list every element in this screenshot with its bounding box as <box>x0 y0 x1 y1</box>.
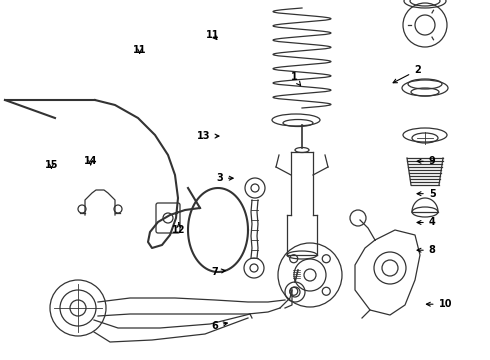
Text: 12: 12 <box>172 222 186 235</box>
Text: 1: 1 <box>291 72 300 85</box>
Text: 6: 6 <box>211 321 227 331</box>
Text: 4: 4 <box>417 217 436 228</box>
Text: 8: 8 <box>417 245 436 255</box>
Text: 2: 2 <box>393 65 421 83</box>
Text: 5: 5 <box>417 189 436 199</box>
Text: 10: 10 <box>426 299 452 309</box>
Text: 11: 11 <box>133 45 147 55</box>
Text: 9: 9 <box>417 156 436 166</box>
Text: 15: 15 <box>45 160 58 170</box>
Text: 7: 7 <box>211 267 225 277</box>
Text: 11: 11 <box>206 30 220 40</box>
Text: 14: 14 <box>84 156 98 166</box>
Text: 3: 3 <box>216 173 233 183</box>
Text: 13: 13 <box>197 131 219 141</box>
